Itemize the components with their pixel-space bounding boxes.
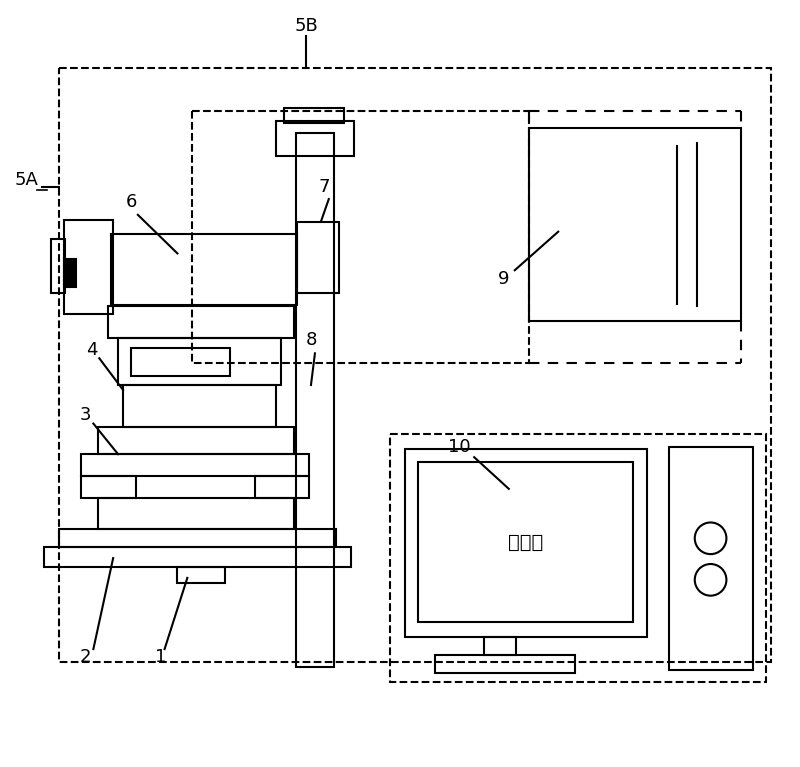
- Bar: [254, 476, 309, 498]
- Text: 4: 4: [86, 341, 97, 360]
- Bar: [296, 133, 334, 667]
- Bar: [82, 454, 309, 476]
- Bar: [529, 128, 742, 321]
- Bar: [405, 449, 647, 637]
- Text: 2: 2: [80, 648, 91, 666]
- Bar: [98, 498, 294, 529]
- Bar: [276, 121, 354, 156]
- Text: 10: 10: [448, 438, 470, 456]
- Bar: [484, 637, 516, 655]
- Bar: [64, 259, 75, 287]
- Bar: [434, 655, 575, 673]
- Text: 1: 1: [155, 648, 166, 666]
- Bar: [390, 434, 766, 682]
- Text: 8: 8: [306, 331, 317, 350]
- Text: 计算机: 计算机: [508, 533, 543, 551]
- Text: 7: 7: [318, 178, 330, 196]
- Bar: [64, 220, 113, 314]
- Bar: [58, 529, 336, 547]
- Bar: [284, 108, 344, 123]
- Bar: [108, 306, 294, 337]
- Text: 5B: 5B: [294, 17, 318, 35]
- Bar: [58, 68, 771, 662]
- Text: 3: 3: [80, 406, 91, 423]
- Bar: [44, 547, 350, 567]
- Text: 6: 6: [126, 193, 137, 211]
- Bar: [418, 463, 634, 622]
- Text: 5A: 5A: [14, 171, 38, 189]
- Bar: [178, 567, 225, 583]
- Bar: [131, 348, 230, 376]
- Bar: [669, 447, 753, 670]
- Bar: [51, 239, 65, 293]
- Bar: [98, 426, 294, 454]
- Bar: [192, 111, 529, 364]
- Bar: [118, 337, 282, 385]
- Bar: [123, 385, 276, 426]
- Bar: [111, 234, 297, 304]
- Text: 9: 9: [498, 270, 510, 288]
- Bar: [297, 222, 338, 293]
- Bar: [82, 476, 136, 498]
